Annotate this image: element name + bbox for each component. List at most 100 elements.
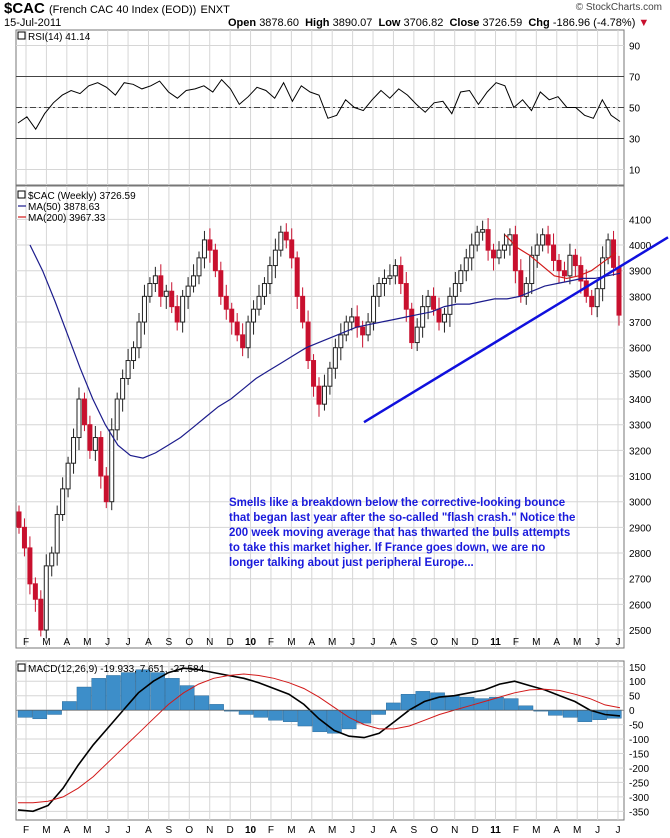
price-x-tick-label: N (451, 637, 458, 648)
candle-body (403, 283, 409, 310)
macd-legend-swatch (17, 663, 26, 672)
candle-body (469, 244, 475, 259)
price-y-tick-label: 3300 (629, 421, 652, 432)
ma50-legend-item: MA(50) 3878.63 (28, 202, 100, 213)
candle-body (518, 270, 524, 297)
candle-body (381, 277, 387, 285)
candle-body (436, 308, 442, 323)
macd-x-tick-label: S (166, 825, 173, 836)
candle-body (27, 547, 33, 585)
price-y-tick-label: 3700 (629, 318, 652, 329)
macd-histogram-bar (106, 675, 121, 711)
high-value: 3890.07 (332, 17, 373, 29)
candle-body (300, 295, 306, 323)
macd-histogram-bar (47, 709, 62, 715)
candle-body (387, 275, 393, 279)
candle-body (283, 231, 289, 241)
candle-body (294, 257, 300, 297)
price-x-tick-label: F (513, 637, 519, 648)
price-x-tick-label: J (105, 637, 110, 648)
candle-body (556, 259, 562, 272)
macd-histogram-bar (474, 698, 490, 711)
candle-body (278, 231, 284, 251)
candle-body (218, 270, 224, 297)
price-y-tick-label: 3500 (629, 369, 652, 380)
macd-histogram-bar (91, 678, 106, 711)
candle-body (545, 234, 551, 246)
macd-x-tick-label: A (145, 825, 152, 836)
candle-body (163, 290, 169, 297)
macd-x-tick-label: F (268, 825, 274, 836)
candle-body (311, 360, 317, 387)
candle-body (441, 313, 447, 323)
price-x-tick-label: M (83, 637, 91, 648)
price-y-tick-label: 3800 (629, 292, 652, 303)
macd-x-tick-label: O (185, 825, 193, 836)
candle-body (131, 347, 137, 362)
macd-y-tick-label: -200 (629, 764, 649, 775)
price-x-tick-label: A (145, 637, 152, 648)
price-x-tick-label: S (166, 637, 173, 648)
down-arrow-icon: ▼ (638, 17, 650, 29)
macd-histogram-bar (238, 709, 254, 715)
candle-body (212, 249, 218, 272)
candle-body (458, 270, 464, 285)
rsi-legend-swatch (17, 31, 26, 40)
stockcharts-credit: © StockCharts.com (575, 2, 662, 13)
candle-body (371, 295, 377, 323)
candle-body (16, 511, 22, 528)
price-y-tick-label: 3200 (629, 446, 652, 457)
candle-body (529, 254, 535, 285)
low-value: 3706.82 (403, 17, 444, 29)
price-x-tick-label: F (23, 637, 29, 648)
high-label: High (305, 17, 330, 29)
price-y-tick-label: 3100 (629, 472, 652, 483)
macd-x-tick-label: A (390, 825, 397, 836)
macd-x-tick-label: N (206, 825, 213, 836)
candle-body (152, 275, 158, 285)
price-x-tick-label: N (206, 637, 213, 648)
ma50-line (29, 244, 621, 459)
macd-y-tick-label: -300 (629, 793, 649, 804)
candle-body (169, 290, 175, 308)
macd-x-tick-label: J (126, 825, 131, 836)
candle-body (567, 254, 573, 277)
candle-body (38, 598, 44, 631)
macd-x-tick-label: A (63, 825, 70, 836)
price-x-tick-label: O (185, 637, 193, 648)
price-x-tick-label: J (616, 637, 621, 648)
candle-body (207, 239, 213, 251)
close-label: Close (449, 17, 480, 29)
price-x-tick-label: 11 (490, 637, 501, 648)
macd-histogram-bar (268, 709, 283, 721)
candle-body (261, 283, 267, 297)
close-value: 3726.59 (482, 17, 523, 29)
price-legend-item: $CAC (Weekly) 3726.59 (28, 191, 136, 202)
price-legend-swatch (17, 190, 26, 199)
macd-histogram-bar (430, 692, 445, 711)
price-y-tick-label: 3900 (629, 267, 652, 278)
candle-body (349, 316, 355, 323)
chg-label: Chg (528, 17, 550, 29)
price-x-tick-label: A (308, 637, 315, 648)
macd-x-tick-label: A (308, 825, 315, 836)
macd-histogram-bar (32, 709, 48, 720)
candle-body (376, 283, 382, 297)
macd-label: MACD(12,26,9) -19.933, 7.651, -27.584 (28, 664, 205, 675)
price-y-tick-label: 2600 (629, 600, 652, 611)
candle-body (136, 321, 142, 349)
ohlc-readout: Open 3878.60 High 3890.07 Low 3706.82 Cl… (228, 17, 649, 29)
price-y-tick-label: 3400 (629, 395, 652, 406)
candle-body (600, 257, 606, 290)
candle-body (305, 321, 311, 362)
price-x-tick-label: M (532, 637, 540, 648)
macd-x-tick-label: M (573, 825, 581, 836)
candle-body (109, 429, 115, 503)
macd-histogram-bar (312, 709, 327, 733)
candle-body (338, 334, 344, 349)
candle-body (332, 347, 338, 369)
price-x-tick-label: J (595, 637, 600, 648)
price-y-tick-label: 3000 (629, 498, 652, 509)
macd-x-tick-label: M (83, 825, 91, 836)
